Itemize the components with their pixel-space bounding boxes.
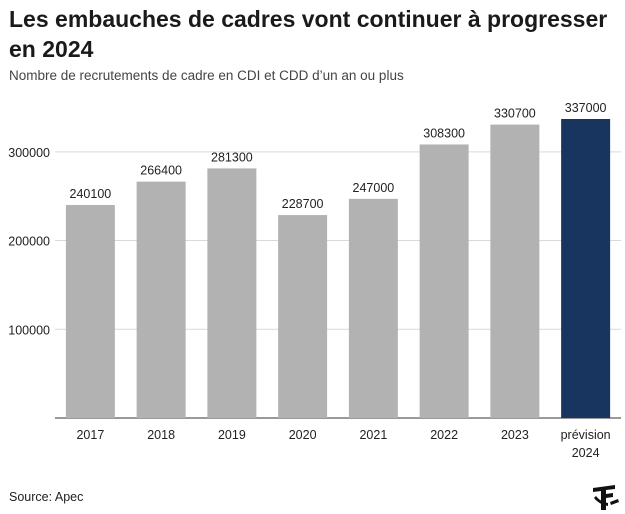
x-tick-label: 2020	[289, 428, 317, 442]
x-tick-label: 2023	[501, 428, 529, 442]
bar	[490, 124, 540, 419]
source-note: Source: Apec	[9, 490, 84, 504]
x-tick-label: 2018	[147, 428, 175, 442]
bar	[207, 168, 257, 418]
x-tick-label: 2022	[430, 428, 458, 442]
data-label: 240100	[70, 187, 112, 201]
data-label: 330700	[494, 107, 536, 121]
data-label: 281300	[211, 150, 253, 164]
data-label: 247000	[353, 181, 395, 195]
bar	[278, 215, 328, 418]
data-label: 228700	[282, 197, 324, 211]
data-label: 337000	[565, 101, 607, 115]
data-label: 308300	[423, 126, 465, 140]
bar	[348, 198, 398, 418]
y-tick-label: 200000	[8, 235, 50, 249]
bar-chart: 100000 200000 300000 240100 2017 266400 2018 28…	[8, 101, 621, 460]
x-tick-label: 2017	[76, 428, 104, 442]
data-label: 266400	[140, 164, 182, 178]
chart-subtitle: Nombre de recrutements de cadre en CDI e…	[9, 68, 404, 83]
bar	[419, 144, 469, 418]
chart-title: Les embauches de cadres vont continuer à…	[9, 6, 608, 62]
le-figaro-logo	[593, 485, 619, 510]
y-tick-label: 300000	[8, 146, 50, 160]
bar	[561, 119, 611, 418]
x-tick-label: prévision	[561, 428, 611, 442]
x-tick-label: 2024	[572, 446, 600, 460]
bar	[136, 181, 186, 418]
x-tick-label: 2021	[359, 428, 387, 442]
bar	[65, 204, 115, 418]
y-tick-label: 100000	[8, 323, 50, 337]
x-tick-label: 2019	[218, 428, 246, 442]
